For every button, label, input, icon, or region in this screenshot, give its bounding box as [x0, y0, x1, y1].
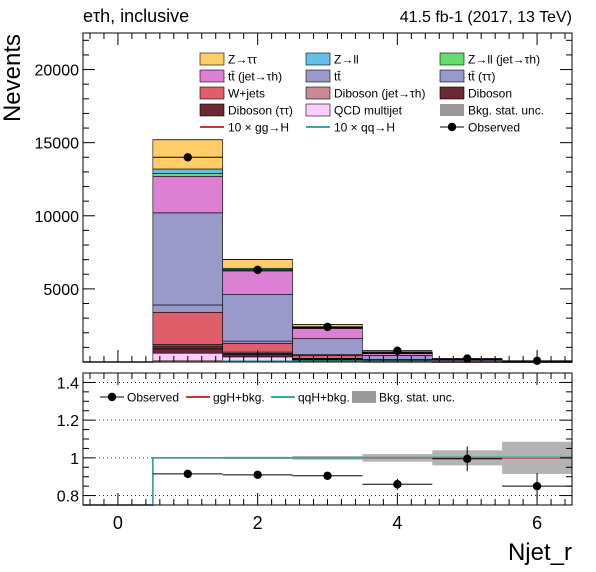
observed-point	[253, 265, 262, 275]
ratio-y-tick-label: 1	[70, 451, 79, 468]
legend-swatch-wjets	[199, 86, 225, 100]
stack-bar-ttbar_tt	[292, 338, 363, 355]
ratio-legend-label-qq_h: qqH+bkg.	[298, 391, 350, 405]
ratio-legend-swatch-stat_unc	[352, 391, 376, 403]
observed-point	[323, 322, 332, 332]
main-y-axis: 5000 10000 15000 20000	[35, 39, 572, 348]
ratio-observed-points	[152, 446, 573, 500]
ratio-observed-point	[463, 454, 472, 463]
ratio-y-tick-label: 0.8	[57, 489, 79, 506]
legend-label-diboson: Diboson	[468, 87, 512, 101]
legend-label-observed: Observed	[468, 121, 520, 135]
stack-bar-ttbar_tt	[152, 212, 224, 306]
ratio-observed-point	[393, 480, 402, 489]
ratio-observed-point	[183, 469, 192, 479]
legend-label-qcd: QCD multijet	[334, 104, 403, 118]
x-tick-label: 4	[392, 513, 402, 533]
legend-swatch-zll_jet	[439, 52, 465, 66]
legend-swatch-diboson_jet	[305, 86, 331, 100]
stack-bar-ttbar	[222, 340, 293, 344]
observed-point	[183, 153, 192, 162]
ratio-observed-point	[253, 470, 262, 480]
ratio-observed-point	[532, 481, 542, 491]
stack-bar-diboson_tt	[152, 345, 224, 350]
legend-label-ztt: Z→ττ	[228, 53, 257, 67]
legend-swatch-diboson	[439, 86, 465, 100]
luminosity-label: 41.5 fb-1 (2017, 13 TeV)	[400, 9, 572, 26]
ratio-x-axis: 0 2 4 6	[89, 373, 566, 533]
ratio-observed-point	[323, 471, 332, 480]
stack-bar-ttbar	[152, 304, 224, 313]
legend-swatch-diboson_tt	[199, 103, 225, 117]
main-legend: Z→ττ Z→ll Z→ll (jet→τh) tt̄ (jet→τh) tt̄ tt̄ …	[199, 52, 544, 135]
legend-label-qq_h: 10 × qq→H	[334, 121, 395, 135]
legend-label-zll_jet: Z→ll (jet→τh)	[468, 53, 540, 67]
ratio-legend-label-stat_unc: Bkg. stat. unc.	[379, 391, 455, 405]
y-axis-label: Nevents	[0, 34, 26, 122]
ratio-y-tick-label: 1.2	[57, 413, 79, 430]
legend-swatch-qcd	[305, 103, 331, 117]
stack-bar-ttbar_jet	[222, 270, 293, 295]
ratio-legend-label-gg_h: ggH+bkg.	[213, 391, 265, 405]
legend-swatch-zll	[305, 52, 331, 66]
x-tick-label: 0	[113, 513, 123, 533]
legend-label-ttbar: tt̄	[334, 70, 341, 84]
main-x-ticks	[89, 33, 566, 362]
stack-bar-ttbar_tt	[222, 293, 293, 342]
legend-marker-observed	[447, 122, 457, 132]
x-tick-label: 6	[532, 513, 542, 533]
legend-swatch-stat_unc	[440, 104, 464, 116]
y-tick-label: 20000	[35, 63, 80, 80]
stack-bar-ttbar_jet	[152, 175, 224, 214]
legend-label-ttbar_jet: tt̄ (jet→τh)	[228, 70, 282, 84]
ratio-y-axis: 0.8 1 1.2 1.4	[57, 375, 572, 506]
legend-label-ttbar_tt: tt̄ (ττ)	[468, 70, 495, 84]
legend-label-diboson_jet: Diboson (jet→τh)	[334, 87, 425, 101]
ratio-y-tick-label: 1.4	[57, 375, 79, 392]
y-tick-label: 15000	[35, 136, 80, 153]
ratio-legend: Observed ggH+bkg. qqH+bkg. Bkg. stat. unc.	[100, 391, 455, 405]
stack-bar-diboson	[152, 348, 224, 354]
legend-swatch-ttbar	[305, 69, 331, 83]
legend-swatch-ttbar_tt	[439, 69, 465, 83]
legend-label-zll: Z→ll	[334, 53, 359, 67]
y-tick-label: 5000	[43, 282, 79, 299]
legend-label-diboson_tt: Diboson (ττ)	[228, 104, 293, 118]
ratio-legend-label-observed: Observed	[127, 391, 179, 405]
ratio-plot: 0.8 1 1.2 1.4 0 2 4 6 Njet_r Observed ggH+bkg. q…	[57, 372, 573, 566]
channel-label: eτh, inclusive	[83, 6, 189, 26]
stack-bar-zll_jet	[152, 173, 224, 177]
x-tick-label: 2	[253, 513, 263, 533]
legend-swatch-ztt	[199, 52, 225, 66]
y-tick-label: 10000	[35, 209, 80, 226]
legend-label-stat_unc: Bkg. stat. unc.	[468, 104, 544, 118]
ratio-legend-marker-observed	[107, 392, 117, 402]
legend-label-gg_h: 10 × gg→H	[228, 121, 289, 135]
stack-bar-zll	[152, 168, 224, 174]
stack-bar-wjets	[152, 311, 224, 345]
legend-label-wjets: W+jets	[228, 87, 265, 101]
x-axis-label: Njet_r	[508, 539, 572, 566]
legend-swatch-ttbar_jet	[199, 69, 225, 83]
main-plot: 5000 10000 15000 20000 Nevents Z→ττ Z→ll Z→ll…	[0, 32, 573, 366]
